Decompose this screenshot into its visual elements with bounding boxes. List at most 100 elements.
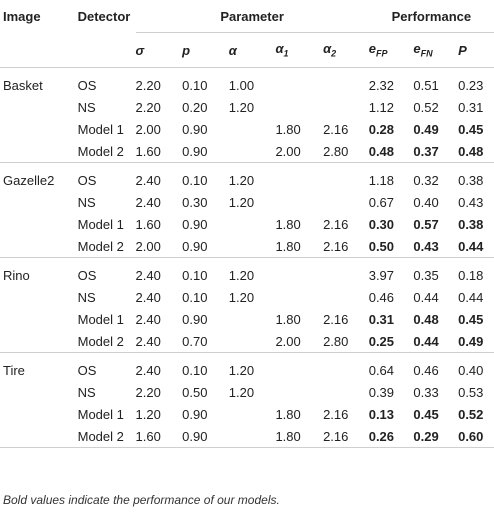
cell-detector: NS [77, 99, 96, 115]
cell-alpha2 [323, 352, 369, 381]
header-alpha2-subscript: 2 [331, 48, 337, 59]
cell-image: Tire [0, 352, 78, 381]
header-performance: Performance [368, 0, 494, 33]
cell-alpha1: 1.80 [275, 238, 301, 254]
cell-detector: Model 1 [77, 406, 124, 422]
cell-P: 0.44 [458, 238, 484, 254]
cell-sigma: 2.40 [135, 352, 183, 381]
cell-detector: Model 1 [77, 121, 124, 137]
cell-sigma: 2.40 [135, 289, 161, 305]
table-row: NS 2.40 0.10 1.20 0.46 0.44 0.44 [0, 286, 494, 308]
header-parameter: Parameter [135, 0, 369, 33]
cell-efp: 0.13 [368, 406, 395, 422]
cell-alpha2 [323, 286, 369, 308]
cell-p: 0.70 [182, 333, 208, 349]
cell-image [0, 308, 78, 330]
cell-alpha1: 1.80 [275, 216, 301, 232]
cell-efp: 1.12 [368, 99, 395, 115]
cell-P: 0.38 [458, 216, 484, 232]
table-footnote: Bold values indicate the performance of … [3, 493, 280, 507]
cell-image [0, 96, 78, 118]
table-body: Basket OS 2.20 0.10 1.00 2.32 0.51 0.23 NS 2.20 0.… [0, 67, 494, 448]
cell-alpha1 [275, 162, 324, 191]
header-efn: eFN [413, 33, 458, 68]
cell-efp: 0.67 [368, 194, 395, 210]
cell-efp: 0.48 [368, 143, 395, 159]
cell-efp: 0.46 [368, 289, 395, 305]
cell-p: 0.10 [182, 352, 229, 381]
cell-efn: 0.44 [413, 289, 439, 305]
cell-efp: 0.39 [368, 384, 395, 400]
cell-image [0, 118, 78, 140]
cell-alpha [229, 403, 276, 425]
cell-P: 0.23 [458, 67, 494, 96]
cell-alpha: 1.00 [228, 67, 276, 96]
cell-alpha2: 2.16 [323, 216, 349, 232]
cell-alpha: 1.20 [228, 289, 255, 305]
table-row: Model 1 1.20 0.90 1.80 2.16 0.13 0.45 0.52 [0, 403, 494, 425]
cell-alpha1: 2.00 [275, 143, 301, 159]
cell-sigma: 1.60 [135, 143, 161, 159]
cell-P: 0.45 [458, 311, 484, 327]
cell-p: 0.90 [182, 238, 208, 254]
cell-detector: NS [77, 194, 96, 210]
cell-image [0, 403, 78, 425]
header-alpha1: α1 [275, 33, 323, 68]
cell-p: 0.90 [182, 406, 208, 422]
cell-image [0, 381, 78, 403]
table-row: Model 2 1.60 0.90 1.80 2.16 0.26 0.29 0.60 [0, 425, 494, 448]
cell-image [0, 191, 78, 213]
header-efp-subscript: FP [375, 48, 388, 59]
cell-efn: 0.49 [413, 121, 439, 137]
table-row: Model 1 2.40 0.90 1.80 2.16 0.31 0.48 0.45 [0, 308, 494, 330]
cell-alpha1: 1.80 [275, 311, 301, 327]
cell-alpha2: 2.80 [323, 143, 349, 159]
cell-efn: 0.57 [413, 216, 439, 232]
cell-P: 0.45 [458, 121, 484, 137]
cell-detector: NS [77, 289, 96, 305]
header-alpha2: α2 [323, 33, 369, 68]
cell-alpha1 [275, 67, 324, 96]
cell-image: Basket [0, 67, 78, 96]
cell-alpha2 [323, 67, 369, 96]
header-efp: eFP [369, 33, 414, 68]
cell-efn: 0.52 [413, 99, 439, 115]
cell-sigma: 1.60 [135, 216, 161, 232]
cell-efp: 2.32 [368, 67, 414, 96]
cell-alpha1 [275, 381, 323, 403]
cell-detector: OS [77, 352, 136, 381]
cell-image: Gazelle2 [0, 162, 78, 191]
cell-efn: 0.44 [413, 333, 439, 349]
cell-P: 0.48 [458, 143, 484, 159]
header-detector: Detector [77, 8, 131, 24]
cell-sigma: 2.20 [135, 99, 161, 115]
cell-p: 0.90 [182, 143, 208, 159]
cell-alpha2: 2.80 [323, 333, 349, 349]
cell-p: 0.10 [182, 67, 229, 96]
cell-alpha2: 2.16 [323, 311, 349, 327]
cell-p: 0.10 [182, 257, 229, 286]
cell-efn: 0.48 [413, 311, 439, 327]
cell-detector: OS [77, 257, 136, 286]
cell-alpha: 1.20 [228, 384, 255, 400]
cell-alpha2 [323, 191, 369, 213]
cell-P: 0.52 [458, 406, 484, 422]
cell-detector: Model 2 [77, 333, 124, 349]
cell-alpha2: 2.16 [323, 121, 349, 137]
cell-efp: 0.64 [368, 352, 414, 381]
cell-sigma: 2.00 [135, 121, 161, 137]
header-blank-detector [78, 33, 136, 68]
cell-p: 0.30 [182, 194, 208, 210]
cell-p: 0.90 [182, 425, 229, 448]
cell-efp: 0.25 [368, 333, 395, 349]
cell-efp: 0.31 [368, 311, 395, 327]
cell-efp: 0.50 [368, 238, 395, 254]
header-efn-subscript: FN [420, 48, 433, 59]
cell-sigma: 1.20 [135, 406, 161, 422]
cell-sigma: 2.40 [135, 162, 183, 191]
cell-image [0, 330, 78, 353]
cell-P: 0.18 [458, 257, 494, 286]
cell-alpha [229, 118, 276, 140]
cell-alpha [229, 330, 276, 353]
